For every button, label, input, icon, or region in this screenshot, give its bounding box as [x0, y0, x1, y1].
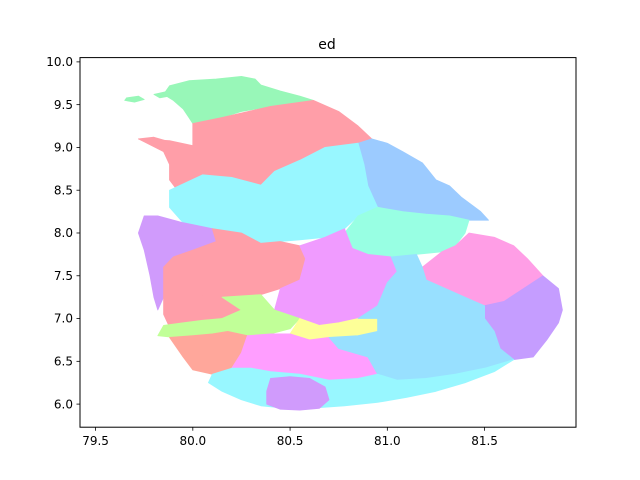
- map-region-islet-3: [176, 98, 190, 106]
- plot-frame: [79, 57, 577, 428]
- map-region-matara-hambantota: [266, 376, 330, 411]
- y-tick-label: 8.0: [54, 226, 73, 240]
- chart-title: ed: [318, 37, 336, 53]
- map-region-islet-2: [153, 91, 170, 99]
- x-tick-label: 80.5: [277, 434, 304, 448]
- map-region-mannar-island: [137, 136, 167, 143]
- map-region-islet-1: [124, 95, 145, 103]
- regions-layer: [124, 76, 563, 411]
- y-tick-label: 7.5: [54, 269, 73, 283]
- x-tick-label: 80.0: [179, 434, 206, 448]
- y-axis: 6.0 6.5 7.0 7.5 8.0 8.5 9.0 9.5 10.0: [46, 55, 80, 411]
- x-tick-label: 81.5: [471, 434, 498, 448]
- x-axis: 79.5 80.0 80.5 81.0 81.5: [82, 427, 498, 448]
- y-tick-label: 7.0: [54, 312, 73, 326]
- x-tick-label: 81.0: [374, 434, 401, 448]
- y-tick-label: 10.0: [46, 55, 73, 69]
- y-tick-label: 6.5: [54, 355, 73, 369]
- y-tick-label: 9.5: [54, 98, 73, 112]
- y-tick-label: 6.0: [54, 397, 73, 411]
- map-region-badulla-monaragala: [328, 253, 515, 381]
- y-tick-label: 9.0: [54, 141, 73, 155]
- x-tick-label: 79.5: [82, 434, 109, 448]
- y-tick-label: 8.5: [54, 183, 73, 197]
